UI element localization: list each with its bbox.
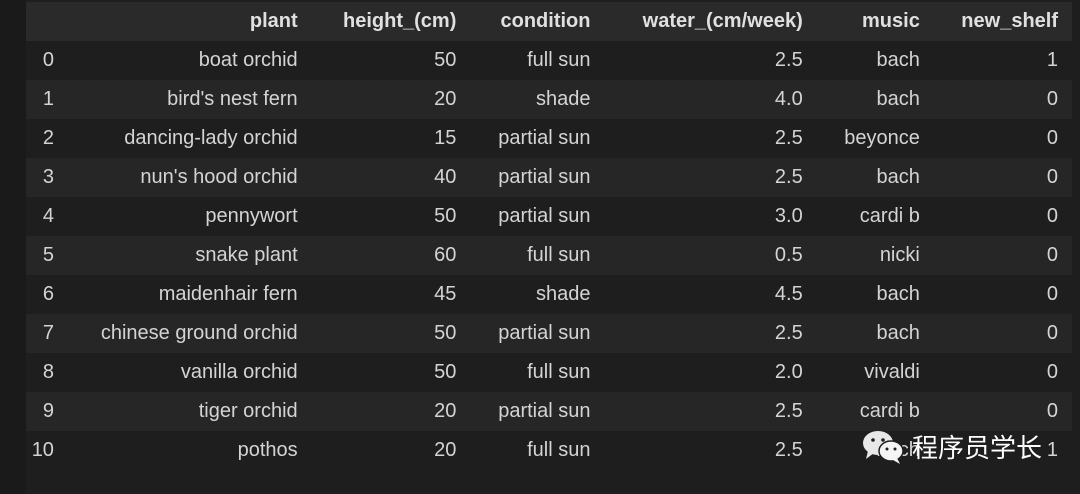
cell-index: 8 xyxy=(42,361,54,383)
cell-index: 9 xyxy=(42,400,54,422)
table-row: 7 chinese ground orchid 50 partial sun 2.5 ba… xyxy=(26,314,1072,353)
table-row: 9 tiger orchid 20 partial sun 2.5 cardi b 0 xyxy=(26,392,1072,431)
cell-music: vivaldi xyxy=(864,361,920,383)
cell-water: 2.5 xyxy=(774,49,803,71)
cell-index: 1 xyxy=(42,88,54,110)
cell-music: bach xyxy=(876,49,920,71)
column-header-index xyxy=(26,2,62,41)
column-header-music: music xyxy=(816,2,934,41)
cell-water: 3.0 xyxy=(774,205,803,227)
cell-new-shelf: 0 xyxy=(1046,127,1058,149)
dataframe-table: plant height_(cm) condition water_(cm/week)… xyxy=(26,2,1072,470)
table-row: 0 boat orchid 50 full sun 2.5 bach 1 xyxy=(26,41,1072,80)
cell-plant: snake plant xyxy=(195,244,298,266)
watermark: 程序员学长 xyxy=(862,428,1042,465)
table-row: 2 dancing-lady orchid 15 partial sun 2.5 beyo… xyxy=(26,119,1072,158)
cell-condition: partial sun xyxy=(498,127,591,149)
cell-height: 40 xyxy=(434,166,457,188)
cell-water: 2.5 xyxy=(774,166,803,188)
cell-new-shelf: 0 xyxy=(1046,205,1058,227)
cell-index: 5 xyxy=(42,244,54,266)
cell-height: 45 xyxy=(434,283,457,305)
cell-plant: dancing-lady orchid xyxy=(124,127,298,149)
cell-water: 2.5 xyxy=(774,322,803,344)
left-gutter xyxy=(0,0,26,494)
table-row: 8 vanilla orchid 50 full sun 2.0 vivaldi 0 xyxy=(26,353,1072,392)
cell-plant: maidenhair fern xyxy=(158,283,298,305)
cell-height: 60 xyxy=(434,244,457,266)
cell-height: 50 xyxy=(434,361,457,383)
cell-condition: partial sun xyxy=(498,322,591,344)
cell-water: 2.5 xyxy=(774,439,803,461)
cell-index: 6 xyxy=(42,283,54,305)
table-row: 5 snake plant 60 full sun 0.5 nicki 0 xyxy=(26,236,1072,275)
cell-music: cardi b xyxy=(859,400,920,422)
table-row: 3 nun's hood orchid 40 partial sun 2.5 bach 0 xyxy=(26,158,1072,197)
cell-index: 3 xyxy=(42,166,54,188)
cell-height: 20 xyxy=(434,88,457,110)
cell-condition: shade xyxy=(535,283,591,305)
cell-height: 50 xyxy=(434,49,457,71)
cell-index: 7 xyxy=(42,322,54,344)
cell-plant: chinese ground orchid xyxy=(100,322,298,344)
cell-height: 20 xyxy=(434,439,457,461)
cell-plant: tiger orchid xyxy=(198,400,298,422)
cell-water: 2.0 xyxy=(774,361,803,383)
cell-condition: full sun xyxy=(527,49,591,71)
cell-index: 2 xyxy=(42,127,54,149)
cell-new-shelf: 0 xyxy=(1046,361,1058,383)
wechat-icon xyxy=(863,430,904,464)
column-header-water: water_(cm/week) xyxy=(604,2,817,41)
cell-index: 10 xyxy=(31,439,54,461)
cell-height: 15 xyxy=(434,127,457,149)
cell-new-shelf: 1 xyxy=(1046,439,1058,461)
cell-music: bach xyxy=(876,166,920,188)
cell-index: 0 xyxy=(42,49,54,71)
cell-water: 2.5 xyxy=(774,127,803,149)
column-header-new-shelf: new_shelf xyxy=(933,2,1072,41)
cell-plant: vanilla orchid xyxy=(180,361,298,383)
cell-water: 2.5 xyxy=(774,400,803,422)
cell-condition: full sun xyxy=(527,361,591,383)
table-row: 4 pennywort 50 partial sun 3.0 cardi b 0 xyxy=(26,197,1072,236)
cell-new-shelf: 0 xyxy=(1046,283,1058,305)
table-row: 1 bird's nest fern 20 shade 4.0 bach 0 xyxy=(26,80,1072,119)
cell-new-shelf: 0 xyxy=(1046,166,1058,188)
cell-index: 4 xyxy=(42,205,54,227)
cell-plant: bird's nest fern xyxy=(167,88,298,110)
cell-new-shelf: 1 xyxy=(1046,49,1058,71)
cell-music: cardi b xyxy=(859,205,920,227)
cell-water: 0.5 xyxy=(774,244,803,266)
cell-condition: partial sun xyxy=(498,400,591,422)
column-header-condition: condition xyxy=(470,2,605,41)
cell-music: bach xyxy=(876,88,920,110)
cell-condition: full sun xyxy=(527,439,591,461)
cell-height: 20 xyxy=(434,400,457,422)
cell-new-shelf: 0 xyxy=(1046,88,1058,110)
cell-music: bach xyxy=(876,322,920,344)
cell-condition: partial sun xyxy=(498,166,591,188)
cell-music: bach xyxy=(876,283,920,305)
column-header-height: height_(cm) xyxy=(311,2,471,41)
cell-music: beyonce xyxy=(844,127,920,149)
header-row: plant height_(cm) condition water_(cm/week)… xyxy=(26,2,1072,41)
cell-plant: pothos xyxy=(237,439,298,461)
cell-water: 4.5 xyxy=(774,283,803,305)
table-row: 6 maidenhair fern 45 shade 4.5 bach 0 xyxy=(26,275,1072,314)
cell-plant: nun's hood orchid xyxy=(140,166,298,188)
cell-plant: pennywort xyxy=(205,205,298,227)
cell-water: 4.0 xyxy=(774,88,803,110)
cell-new-shelf: 0 xyxy=(1046,322,1058,344)
cell-condition: shade xyxy=(535,88,591,110)
cell-height: 50 xyxy=(434,205,457,227)
cell-condition: partial sun xyxy=(498,205,591,227)
cell-new-shelf: 0 xyxy=(1046,400,1058,422)
column-header-plant: plant xyxy=(61,2,312,41)
watermark-text: 程序员学长 xyxy=(912,433,1043,463)
cell-music: nicki xyxy=(879,244,920,266)
cell-condition: full sun xyxy=(527,244,591,266)
cell-height: 50 xyxy=(434,322,457,344)
cell-plant: boat orchid xyxy=(198,49,298,71)
cell-new-shelf: 0 xyxy=(1046,244,1058,266)
